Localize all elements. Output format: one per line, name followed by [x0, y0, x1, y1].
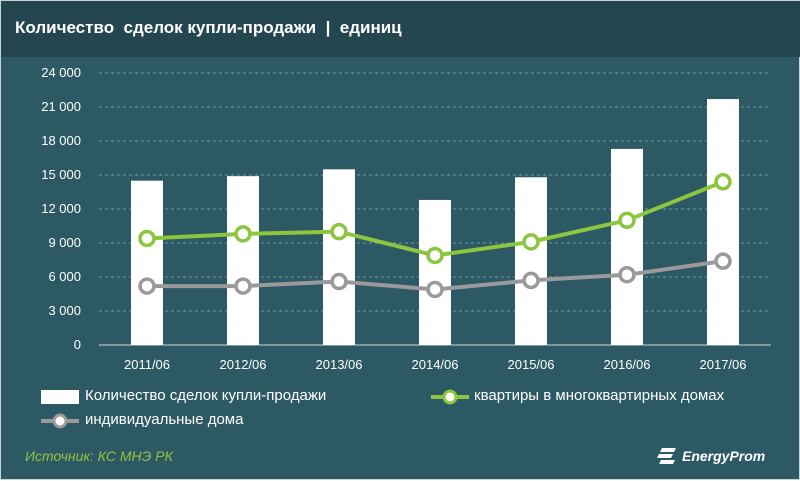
- bar: [323, 169, 355, 345]
- x-tick-label: 2011/06: [124, 357, 170, 372]
- bar: [131, 180, 163, 345]
- flats-point: [714, 173, 732, 191]
- legend-label-houses: индивидуальные дома: [85, 411, 244, 428]
- houses-point: [426, 280, 444, 299]
- legend-label-flats: квартиры в многоквартирных домах: [474, 387, 725, 404]
- x-tick-label: 2016/06: [604, 357, 651, 372]
- logo-text: EnergyProm: [682, 448, 766, 464]
- houses-point: [330, 272, 348, 291]
- legend-marker-houses-point: [52, 413, 68, 429]
- x-tick-label: 2013/06: [316, 357, 363, 372]
- x-tick-label: 2015/06: [508, 357, 555, 372]
- energyprom-logo: EnergyProm: [656, 447, 765, 465]
- bar: [707, 99, 739, 345]
- y-tick-label: 15 000: [41, 167, 81, 182]
- houses-point: [618, 265, 636, 284]
- legend-marker-flats-point: [442, 389, 458, 405]
- houses-point: [714, 252, 732, 270]
- flats-point: [138, 229, 156, 248]
- title-bar: Количество сделок купли-продажи | единиц: [1, 1, 800, 57]
- y-tick-label: 3 000: [48, 303, 81, 318]
- x-tick-label: 2017/06: [700, 357, 747, 372]
- houses-point: [522, 271, 540, 290]
- legend-marker-bars: [41, 390, 79, 404]
- bar: [515, 177, 547, 345]
- houses-point: [138, 277, 156, 295]
- flats-point: [234, 225, 252, 243]
- legend-label-bars: Количество сделок купли-продажи: [85, 387, 327, 404]
- flats-point: [426, 246, 444, 265]
- y-tick-label: 24 000: [41, 65, 81, 80]
- bar: [227, 176, 259, 345]
- bar: [419, 199, 451, 345]
- y-tick-label: 18 000: [41, 133, 81, 148]
- y-tick-label: 9 000: [48, 235, 81, 250]
- y-tick-label: 0: [74, 337, 81, 352]
- source-note: Источник: КС МНЭ РК: [25, 448, 173, 464]
- energyprom-logo-icon: [657, 448, 676, 464]
- houses-point: [234, 277, 252, 295]
- y-tick-label: 6 000: [48, 269, 81, 284]
- y-tick-label: 21 000: [41, 99, 81, 114]
- x-tick-label: 2014/06: [412, 357, 459, 372]
- y-tick-label: 12 000: [41, 201, 81, 216]
- flats-point: [618, 211, 636, 230]
- flats-point: [522, 233, 540, 251]
- x-tick-label: 2012/06: [220, 357, 267, 372]
- bar: [611, 148, 643, 345]
- chart-title: Количество сделок купли-продажи | единиц: [15, 18, 402, 37]
- flats-point: [330, 222, 348, 241]
